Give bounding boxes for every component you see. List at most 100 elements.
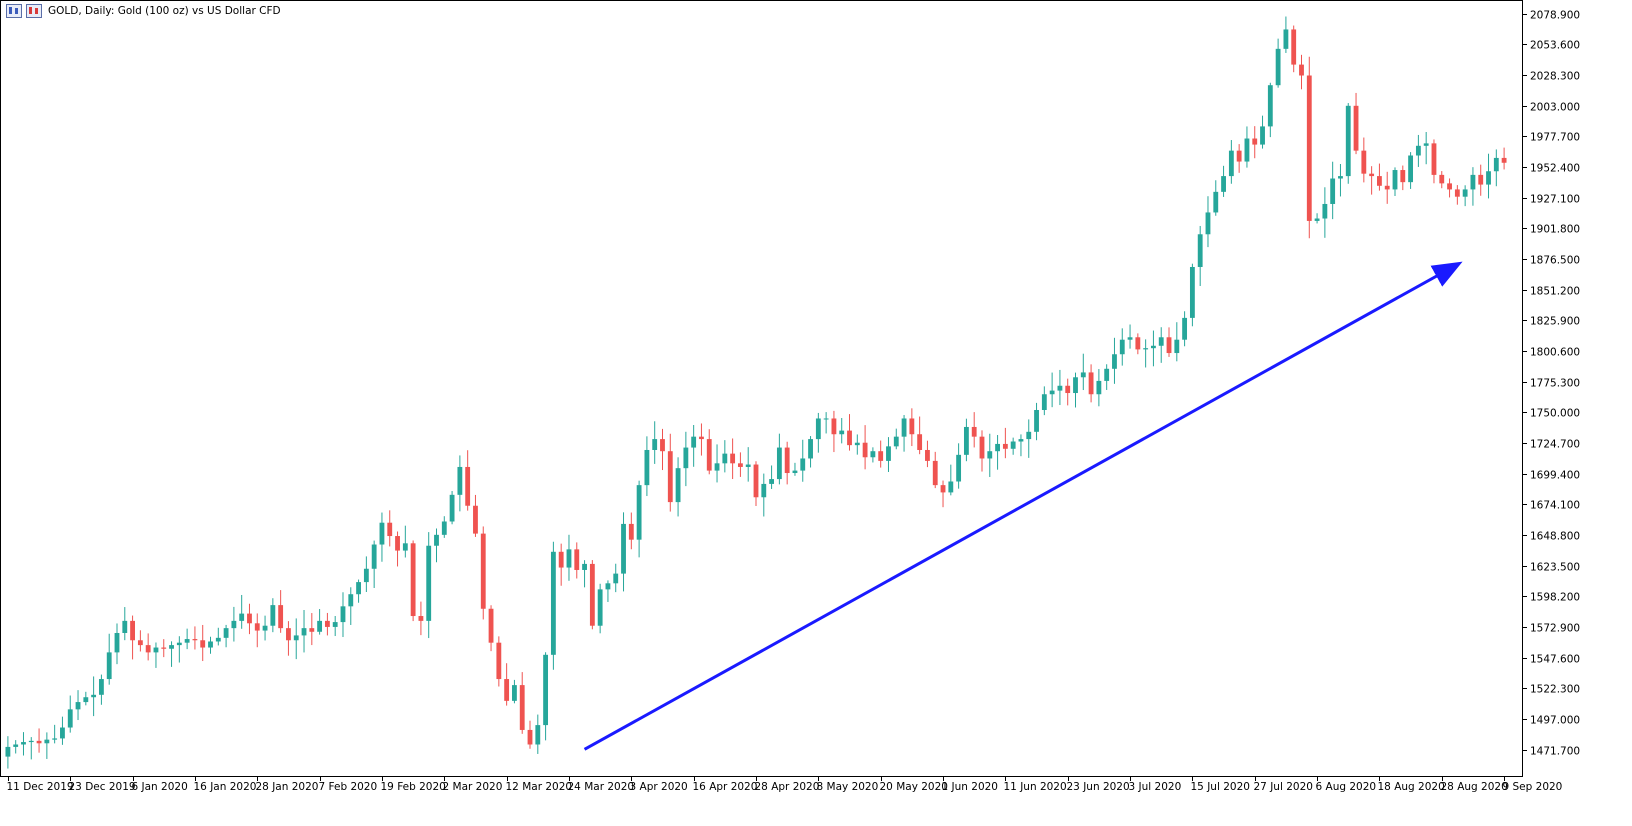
- y-tick-label: 1927.100: [1530, 194, 1580, 206]
- candle-body: [644, 449, 650, 486]
- candle-body: [1291, 29, 1297, 65]
- candle-body: [948, 481, 954, 493]
- x-tick-label: 23 Jun 2020: [1067, 781, 1130, 793]
- candle-body: [956, 454, 962, 482]
- candle-body: [566, 549, 572, 568]
- candle-body: [519, 685, 525, 730]
- candle-body: [410, 543, 416, 617]
- candle-body: [1073, 377, 1078, 394]
- candle-body: [636, 485, 642, 540]
- x-tick-label: 3 Jul 2020: [1129, 781, 1182, 793]
- x-tick-label: 2 Mar 2020: [443, 781, 503, 793]
- candle-body: [1299, 64, 1304, 76]
- candle-body: [753, 464, 759, 498]
- candle-body: [75, 702, 81, 710]
- candle-body: [426, 545, 432, 621]
- x-tick-label: 18 Aug 2020: [1378, 781, 1445, 793]
- candle-body: [91, 694, 97, 698]
- x-tick-label: 11 Jun 2020: [1004, 781, 1067, 793]
- candle-body: [480, 533, 486, 609]
- candle-body: [582, 563, 587, 570]
- candle-body: [130, 620, 135, 641]
- candle-body: [286, 628, 291, 641]
- candle-body: [815, 418, 821, 440]
- candle-body: [28, 740, 34, 743]
- candle-body: [1104, 368, 1110, 381]
- y-tick-label: 1952.400: [1530, 163, 1580, 175]
- candle-body: [675, 468, 681, 503]
- candle-body: [1501, 157, 1507, 163]
- y-tick-label: 1750.000: [1530, 408, 1580, 420]
- candle-body: [184, 639, 190, 643]
- candle-body: [792, 470, 798, 474]
- candle-body: [1213, 191, 1219, 213]
- candle-body: [691, 436, 697, 448]
- candle-body: [356, 582, 361, 595]
- candle-body: [613, 573, 619, 584]
- candle-body: [36, 740, 42, 744]
- candle-body: [1080, 372, 1086, 378]
- candle-body: [106, 652, 112, 680]
- candle-body: [706, 439, 712, 471]
- candle-body: [1112, 354, 1117, 369]
- candle-body: [169, 645, 174, 649]
- y-tick-label: 1825.900: [1530, 316, 1580, 328]
- x-tick-label: 12 Mar 2020: [506, 781, 573, 793]
- candle-body: [1384, 185, 1390, 190]
- candle-body: [60, 727, 65, 739]
- x-tick-label: 28 Apr 2020: [755, 781, 820, 793]
- y-tick-label: 1699.400: [1530, 470, 1580, 482]
- candle-body: [223, 628, 229, 638]
- x-tick-label: 6 Jan 2020: [132, 781, 188, 793]
- candle-body: [543, 654, 549, 726]
- candle-body: [558, 551, 564, 568]
- candle-body: [1244, 138, 1250, 162]
- candle-body: [262, 625, 268, 631]
- candle-body: [1470, 174, 1476, 190]
- candle-body: [449, 494, 455, 522]
- candle-body: [1088, 372, 1094, 395]
- candle-body: [1493, 157, 1499, 172]
- candle-body: [488, 608, 494, 643]
- plot-area-frame: [0, 0, 1523, 777]
- y-tick-label: 1977.700: [1530, 132, 1580, 144]
- candle-body: [1345, 105, 1351, 177]
- chart-window-icon[interactable]: [6, 4, 22, 18]
- candle-body: [363, 568, 369, 583]
- candle-body: [1408, 155, 1414, 183]
- candle-body: [301, 628, 307, 636]
- candle-body: [925, 449, 930, 461]
- candle-body: [1462, 189, 1468, 197]
- y-tick-label: 1471.700: [1530, 746, 1580, 758]
- candle-body: [714, 463, 720, 471]
- x-tick-label: 28 Jan 2020: [256, 781, 319, 793]
- candle-body: [1330, 178, 1336, 204]
- candle-body: [1041, 394, 1047, 410]
- chart-title: GOLD, Daily: Gold (100 oz) vs US Dollar …: [48, 5, 281, 17]
- candle-body: [1026, 431, 1032, 440]
- candle-body: [1283, 29, 1289, 49]
- y-tick-label: 1674.100: [1530, 500, 1580, 512]
- candle-body: [512, 685, 517, 701]
- candle-body: [465, 466, 471, 506]
- x-tick-label: 9 Sep 2020: [1503, 781, 1563, 793]
- candle-body: [1252, 138, 1258, 145]
- candle-body: [122, 620, 128, 633]
- candle-body: [1377, 176, 1382, 186]
- candle-body: [52, 738, 58, 740]
- chart-properties-icon[interactable]: [26, 4, 42, 18]
- candle-body: [574, 549, 580, 570]
- candle-body: [387, 522, 393, 537]
- candle-body: [1205, 212, 1211, 235]
- candle-body: [371, 544, 377, 569]
- x-tick-label: 19 Feb 2020: [381, 781, 446, 793]
- candle-body: [231, 620, 237, 629]
- x-tick-label: 24 Mar 2020: [568, 781, 635, 793]
- candle-body: [1002, 443, 1008, 449]
- y-tick-label: 1497.000: [1530, 715, 1580, 727]
- candle-body: [893, 436, 899, 447]
- candle-body: [208, 641, 213, 648]
- candle-body: [1166, 337, 1172, 354]
- candle-body: [1306, 75, 1312, 221]
